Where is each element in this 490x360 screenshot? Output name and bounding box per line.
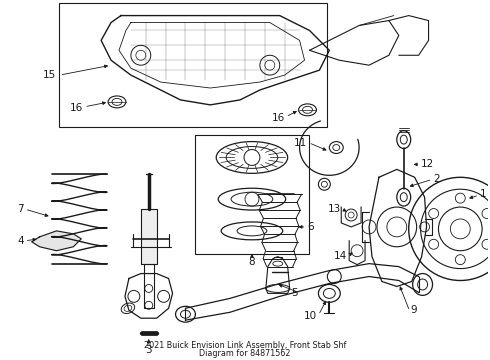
Bar	[59, 3, 327, 127]
Text: 3: 3	[146, 345, 152, 355]
Text: 2: 2	[434, 174, 440, 184]
Text: 9: 9	[411, 305, 417, 315]
Text: 7: 7	[17, 204, 24, 214]
Text: Diagram for 84871562: Diagram for 84871562	[199, 350, 291, 359]
Text: 12: 12	[420, 159, 434, 170]
Text: 16: 16	[70, 103, 83, 113]
Text: 4: 4	[17, 236, 24, 246]
Bar	[141, 209, 157, 264]
Text: 13: 13	[328, 204, 341, 214]
Text: 11: 11	[294, 138, 308, 148]
Bar	[144, 264, 154, 308]
Text: 10: 10	[304, 311, 318, 321]
Text: 2021 Buick Envision Link Assembly, Front Stab Shf: 2021 Buick Envision Link Assembly, Front…	[144, 342, 346, 351]
Bar	[196, 135, 310, 254]
Text: 15: 15	[43, 70, 56, 80]
Text: 5: 5	[291, 288, 297, 298]
Text: 14: 14	[334, 251, 347, 261]
Text: 6: 6	[308, 222, 314, 232]
Text: 16: 16	[271, 113, 285, 123]
Text: 1: 1	[480, 189, 487, 199]
Text: 8: 8	[248, 257, 255, 267]
Polygon shape	[32, 231, 81, 251]
